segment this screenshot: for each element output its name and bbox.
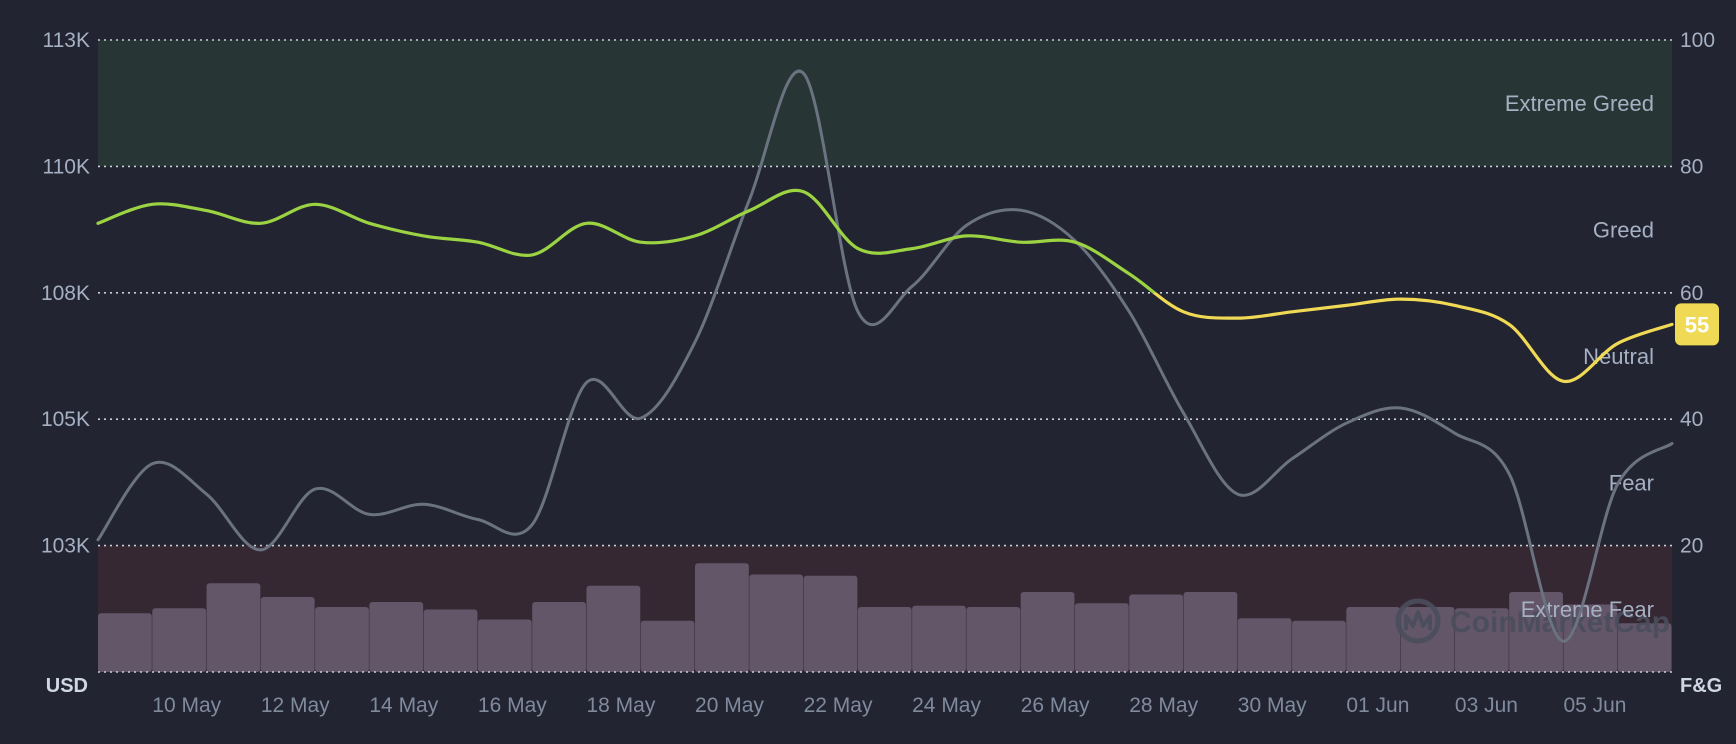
sentiment-zones [98, 40, 1672, 672]
fg-axis: 100 80 60 40 20 F&G [1680, 29, 1722, 697]
volume-bar [749, 574, 804, 672]
volume-bar [152, 608, 207, 672]
usd-axis-unit: USD [46, 675, 88, 697]
date-tick-label: 26 May [1021, 694, 1090, 717]
date-tick-label: 03 Jun [1455, 694, 1518, 717]
date-tick-label: 10 May [152, 694, 221, 717]
volume-bar [1617, 623, 1672, 672]
volume-bar [1129, 594, 1184, 672]
zone-label: Greed [1593, 218, 1654, 243]
usd-tick-label: 110K [43, 155, 91, 178]
volume-bar [1454, 608, 1509, 672]
date-tick-label: 24 May [912, 694, 981, 717]
volume-bar [423, 609, 478, 672]
fg-tick-label: 40 [1680, 408, 1703, 431]
date-tick-label: 28 May [1129, 694, 1198, 717]
zone-band-0 [98, 40, 1672, 167]
usd-tick-label: 105K [41, 408, 90, 431]
volume-bar [369, 602, 424, 672]
watermark-text: CoinMarketCap [1450, 606, 1670, 639]
date-tick-label: 18 May [586, 694, 655, 717]
date-tick-label: 30 May [1238, 694, 1307, 717]
volume-bar [98, 613, 152, 672]
volume-bar [477, 619, 532, 672]
volume-bar [1074, 603, 1129, 672]
usd-tick-label: 103K [41, 535, 90, 558]
coinmarketcap-watermark: CoinMarketCap [1395, 598, 1670, 644]
usd-tick-label: 108K [41, 282, 90, 305]
usd-axis: 113K 110K 108K 105K 103K USD [41, 29, 90, 697]
date-axis: 10 May 12 May 14 May 16 May 18 May 20 May 22 M… [152, 694, 1626, 717]
volume-bar [857, 607, 912, 672]
date-tick-label: 12 May [261, 694, 330, 717]
fg-axis-unit: F&G [1680, 675, 1722, 697]
volume-bar [532, 602, 586, 672]
volume-bar [640, 620, 695, 672]
fear-greed-line-neutral [1151, 292, 1674, 383]
date-tick-label: 05 Jun [1563, 694, 1626, 717]
fg-tick-label: 20 [1680, 535, 1703, 558]
volume-bar [1509, 592, 1563, 672]
date-tick-label: 22 May [804, 694, 873, 717]
current-value-badge: 55 [1675, 303, 1719, 346]
fear-greed-line-greed [96, 188, 1157, 293]
volume-bar [695, 563, 749, 672]
volume-bar [206, 583, 261, 672]
date-tick-label: 01 Jun [1346, 694, 1409, 717]
date-tick-label: 16 May [478, 694, 547, 717]
volume-bar [803, 575, 858, 672]
volume-bar [912, 605, 966, 672]
usd-tick-label: 113K [43, 29, 91, 52]
volume-bar [1346, 607, 1401, 672]
volume-bars [98, 563, 1672, 672]
fg-tick-label: 100 [1680, 29, 1715, 52]
volume-bar [1020, 592, 1075, 672]
volume-bar [315, 607, 369, 672]
volume-bar [966, 607, 1021, 672]
current-value: 55 [1685, 312, 1709, 337]
zone-label: Extreme Fear [1521, 597, 1654, 622]
volume-bar [260, 597, 315, 672]
volume-bar [1292, 620, 1346, 672]
gridlines [98, 39, 1672, 673]
fg-tick-label: 60 [1680, 282, 1703, 305]
zone-label: Fear [1609, 470, 1654, 495]
price-line [96, 69, 1674, 643]
series-lines [96, 69, 1674, 643]
date-tick-label: 20 May [695, 694, 764, 717]
volume-bar [1237, 618, 1292, 672]
volume-bar [586, 585, 641, 672]
date-tick-label: 14 May [369, 694, 438, 717]
volume-bar [1183, 592, 1238, 672]
zone-label: Extreme Greed [1505, 91, 1654, 116]
fg-tick-label: 80 [1680, 155, 1703, 178]
